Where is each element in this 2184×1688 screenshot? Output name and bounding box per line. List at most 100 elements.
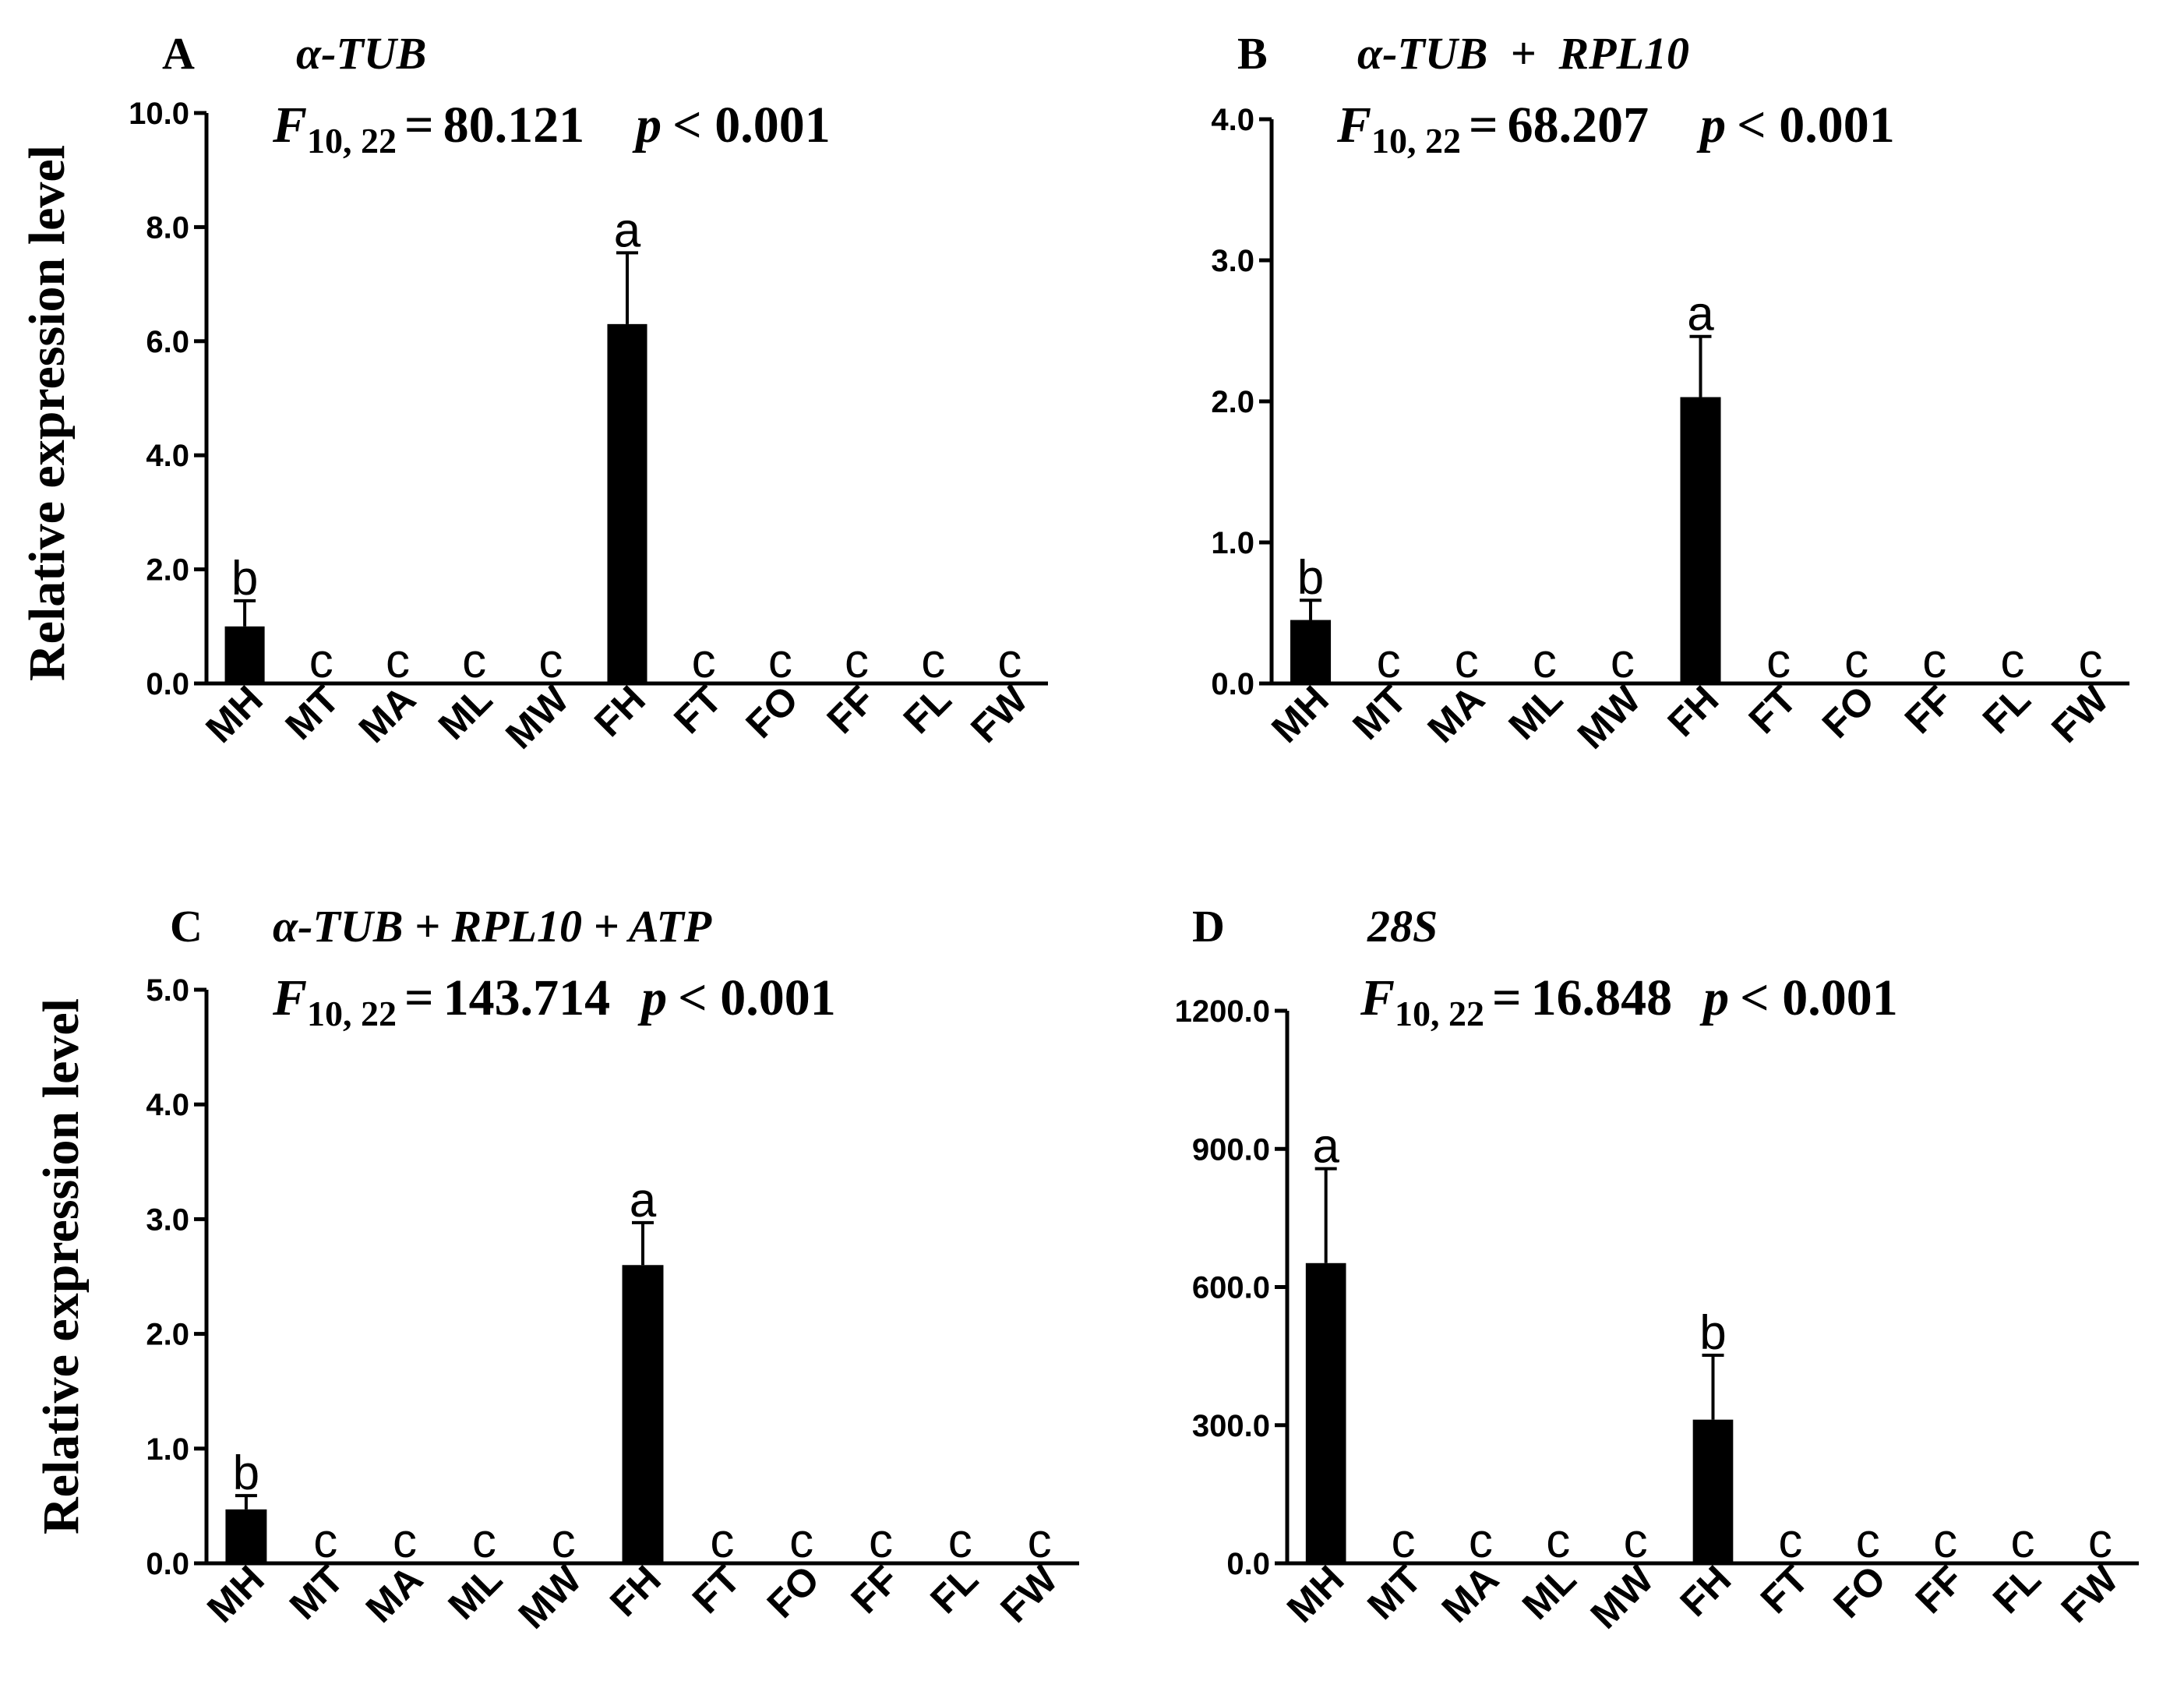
- bars: bc c c cac c c c c: [225, 1174, 1052, 1568]
- stat-f-sub: 10, 22: [1371, 121, 1461, 161]
- y-tick-label: 300.0: [1192, 1409, 1270, 1443]
- y-tick-label: 1200.0: [1175, 994, 1270, 1029]
- stat-f-value: 16.848: [1531, 969, 1673, 1026]
- significance-letter: a: [614, 203, 641, 257]
- y-tick-label: 10.0: [129, 97, 189, 131]
- x-tick-label: FW: [2053, 1557, 2127, 1631]
- stat-p: p: [1696, 97, 1726, 154]
- bar-mh: [1290, 620, 1332, 683]
- significance-letter: c: [1624, 1514, 1648, 1568]
- stat-f: F: [1360, 969, 1395, 1026]
- panel-d: D 28S F10, 22 = 16.848 p < 0.001 0.0300.0600…: [1175, 901, 2139, 1637]
- stat-line: F10, 22 = 80.121 p < 0.001: [272, 97, 831, 161]
- significance-letter: c: [869, 1514, 893, 1568]
- x-tick-label: FH: [1660, 677, 1727, 745]
- significance-letter: c: [393, 1514, 417, 1568]
- x-tick-label: ML: [1514, 1557, 1585, 1628]
- significance-letter: c: [692, 634, 716, 688]
- y-tick-label: 4.0: [1211, 103, 1254, 137]
- panel-letter: C: [170, 901, 203, 952]
- bar-mh: [1305, 1262, 1346, 1563]
- y-tick-label: 2.0: [146, 553, 189, 588]
- y-tick-label: 1.0: [146, 1432, 189, 1467]
- x-tick-label: FT: [1741, 677, 1805, 742]
- stat-p: p: [637, 969, 667, 1026]
- stat-p-value: < 0.001: [1740, 969, 1898, 1026]
- panel-b: B α-TUB + RPL10 F10, 22 = 68.207 p < 0.001 0…: [1211, 28, 2129, 757]
- bar-fh: [607, 323, 647, 683]
- y-tick-label: 0.0: [146, 1547, 189, 1581]
- significance-letter: c: [1922, 634, 1946, 688]
- significance-letter: c: [309, 634, 333, 688]
- x-tick-label: MT: [281, 1557, 352, 1628]
- bar-fh: [622, 1265, 664, 1563]
- gene-title: α-TUB + RPL10 + ATP: [273, 901, 712, 952]
- bar-fh: [1680, 397, 1721, 683]
- x-tick-label: MT: [1359, 1557, 1430, 1628]
- bars: bc c c cac c c c c: [224, 203, 1021, 688]
- significance-letter: a: [630, 1174, 657, 1227]
- significance-letter: c: [1766, 634, 1791, 688]
- y-tick-label: 0.0: [1226, 1547, 1270, 1581]
- stat-p-value: < 0.001: [678, 969, 836, 1026]
- stat-f-value: 68.207: [1508, 97, 1649, 154]
- bar-mh: [224, 626, 265, 683]
- significance-letter: b: [1699, 1306, 1726, 1360]
- significance-letter: c: [2000, 634, 2024, 688]
- x-tick-label: MW: [1569, 677, 1649, 757]
- stat-f-sub: 10, 22: [1395, 994, 1484, 1033]
- x-tick-label: FT: [1752, 1557, 1817, 1622]
- x-tick-label: FW: [992, 1557, 1066, 1631]
- x-tick-label: FF: [819, 677, 884, 742]
- x-tick-label: MH: [1279, 1557, 1353, 1631]
- x-tick-label: MA: [1419, 677, 1493, 751]
- x-tick-label: MA: [1434, 1557, 1508, 1631]
- significance-letter: c: [921, 634, 945, 688]
- stat-f-value: 143.714: [443, 969, 611, 1026]
- stat-p: p: [632, 97, 662, 154]
- significance-letter: c: [1856, 1514, 1880, 1568]
- significance-letter: b: [1297, 551, 1324, 605]
- x-tick-label: MW: [1582, 1557, 1662, 1637]
- significance-letter: a: [1687, 288, 1714, 341]
- significance-letter: c: [1028, 1514, 1052, 1568]
- significance-letter: c: [472, 1514, 496, 1568]
- significance-letter: b: [233, 1446, 259, 1500]
- x-tick-label: FF: [1896, 677, 1961, 742]
- significance-letter: c: [1611, 634, 1635, 688]
- x-tick-label: MH: [1263, 677, 1337, 751]
- significance-letter: a: [1312, 1120, 1339, 1174]
- stat-f: F: [272, 969, 307, 1026]
- stat-f-sub: 10, 22: [307, 121, 397, 161]
- x-tick-label: MH: [199, 1557, 273, 1631]
- y-axis-label: Relative expression level: [33, 998, 90, 1534]
- x-tick-label: MW: [510, 1557, 591, 1637]
- y-ticks: 0.0 300.0 600.0 900.0 1200.0: [1175, 994, 1287, 1581]
- gene-title: α-TUB + RPL10: [1357, 28, 1689, 79]
- panel-letter: B: [1237, 28, 1268, 79]
- x-tick-label: ML: [439, 1557, 510, 1628]
- significance-letter: c: [1455, 634, 1479, 688]
- y-tick-label: 3.0: [1211, 244, 1254, 278]
- x-tick-label: FW: [962, 677, 1036, 751]
- stat-p-value: < 0.001: [672, 97, 831, 154]
- y-tick-label: 3.0: [146, 1202, 189, 1237]
- gene-title: α-TUB: [296, 28, 426, 79]
- y-tick-label: 2.0: [1211, 385, 1254, 419]
- stat-p-value: < 0.001: [1737, 97, 1895, 154]
- x-tick-label: FL: [895, 677, 960, 742]
- x-tick-label: FH: [602, 1557, 669, 1625]
- x-tick-label: MH: [197, 677, 271, 751]
- significance-letter: c: [997, 634, 1021, 688]
- x-tick-label: FO: [1814, 677, 1883, 747]
- significance-letter: c: [845, 634, 869, 688]
- stat-line: F10, 22 = 68.207 p < 0.001: [1336, 97, 1895, 161]
- significance-letter: c: [538, 634, 563, 688]
- panel-c: C α-TUB + RPL10 + ATP F10, 22 = 143.714 p < …: [33, 901, 1079, 1637]
- significance-letter: c: [1533, 634, 1557, 688]
- significance-letter: c: [313, 1514, 337, 1568]
- significance-letter: c: [462, 634, 486, 688]
- panel-a: A α-TUB F10, 22 = 80.121 p < 0.001 Relative …: [19, 28, 1048, 757]
